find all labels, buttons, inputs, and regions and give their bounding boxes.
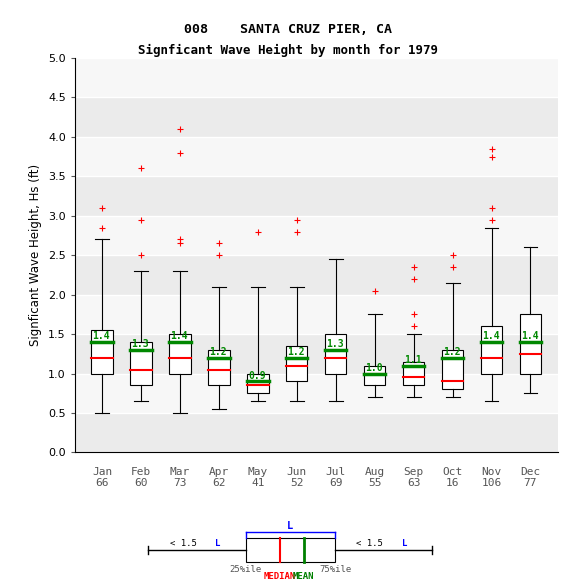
Bar [75,97,558,137]
Bar [75,58,558,97]
Text: L: L [215,538,220,548]
Text: 1.3: 1.3 [326,339,344,349]
Text: Mar: Mar [170,467,190,477]
Text: 16: 16 [446,478,459,488]
Text: < 1.5: < 1.5 [356,538,389,548]
Bar [364,365,385,385]
Bar [520,314,541,374]
Text: 1.0: 1.0 [365,362,383,373]
Bar [75,255,558,295]
Bar [75,295,558,334]
Bar [247,374,269,393]
Text: 1.4: 1.4 [482,331,500,341]
Text: 1.2: 1.2 [288,347,305,357]
Bar [403,362,424,385]
Text: 52: 52 [290,478,304,488]
Text: Oct: Oct [442,467,463,477]
Text: Apr: Apr [209,467,229,477]
Bar [131,342,152,385]
Text: 1.2: 1.2 [209,347,227,357]
Text: Feb: Feb [131,467,151,477]
Bar [91,330,113,374]
Text: Sep: Sep [404,467,424,477]
Text: 106: 106 [481,478,501,488]
Text: L: L [402,538,407,548]
Text: 73: 73 [173,478,187,488]
Text: 1.1: 1.1 [404,355,421,365]
Text: Dec: Dec [520,467,540,477]
Bar [286,346,308,382]
Bar [246,538,335,562]
Bar [169,334,191,374]
Text: 1.4: 1.4 [170,331,188,341]
Text: 008    SANTA CRUZ PIER, CA: 008 SANTA CRUZ PIER, CA [183,23,392,36]
Text: 69: 69 [329,478,343,488]
Text: Aug: Aug [365,467,385,477]
Text: 41: 41 [251,478,264,488]
Bar [208,350,229,385]
Text: 1.4: 1.4 [93,331,110,341]
Text: 25%ile: 25%ile [229,565,262,574]
Text: L: L [288,521,293,531]
Text: 1.3: 1.3 [132,339,149,349]
Text: 77: 77 [524,478,537,488]
Text: Jan: Jan [92,467,112,477]
Text: 1.2: 1.2 [443,347,461,357]
Bar [75,374,558,413]
Text: 1.4: 1.4 [521,331,539,341]
Bar [481,326,502,374]
Text: Jun: Jun [287,467,307,477]
Text: 55: 55 [368,478,381,488]
Text: Jul: Jul [325,467,346,477]
Text: MEDIAN: MEDIAN [263,572,296,580]
Text: 60: 60 [134,478,148,488]
Text: 0.9: 0.9 [248,371,266,380]
Text: MEAN: MEAN [293,572,315,580]
Text: Nov: Nov [481,467,501,477]
Y-axis label: Signficant Wave Height, Hs (ft): Signficant Wave Height, Hs (ft) [29,164,43,346]
Bar [75,413,558,452]
Text: 75%ile: 75%ile [319,565,351,574]
Text: 62: 62 [212,478,225,488]
Text: Signficant Wave Height by month for 1979: Signficant Wave Height by month for 1979 [137,44,438,57]
Bar [442,350,463,389]
Bar [75,176,558,216]
Text: < 1.5: < 1.5 [170,538,202,548]
Text: 63: 63 [407,478,420,488]
Bar [75,334,558,374]
Text: May: May [248,467,268,477]
Bar [75,216,558,255]
Bar [75,137,558,176]
Text: 66: 66 [95,478,109,488]
Bar [325,334,347,374]
